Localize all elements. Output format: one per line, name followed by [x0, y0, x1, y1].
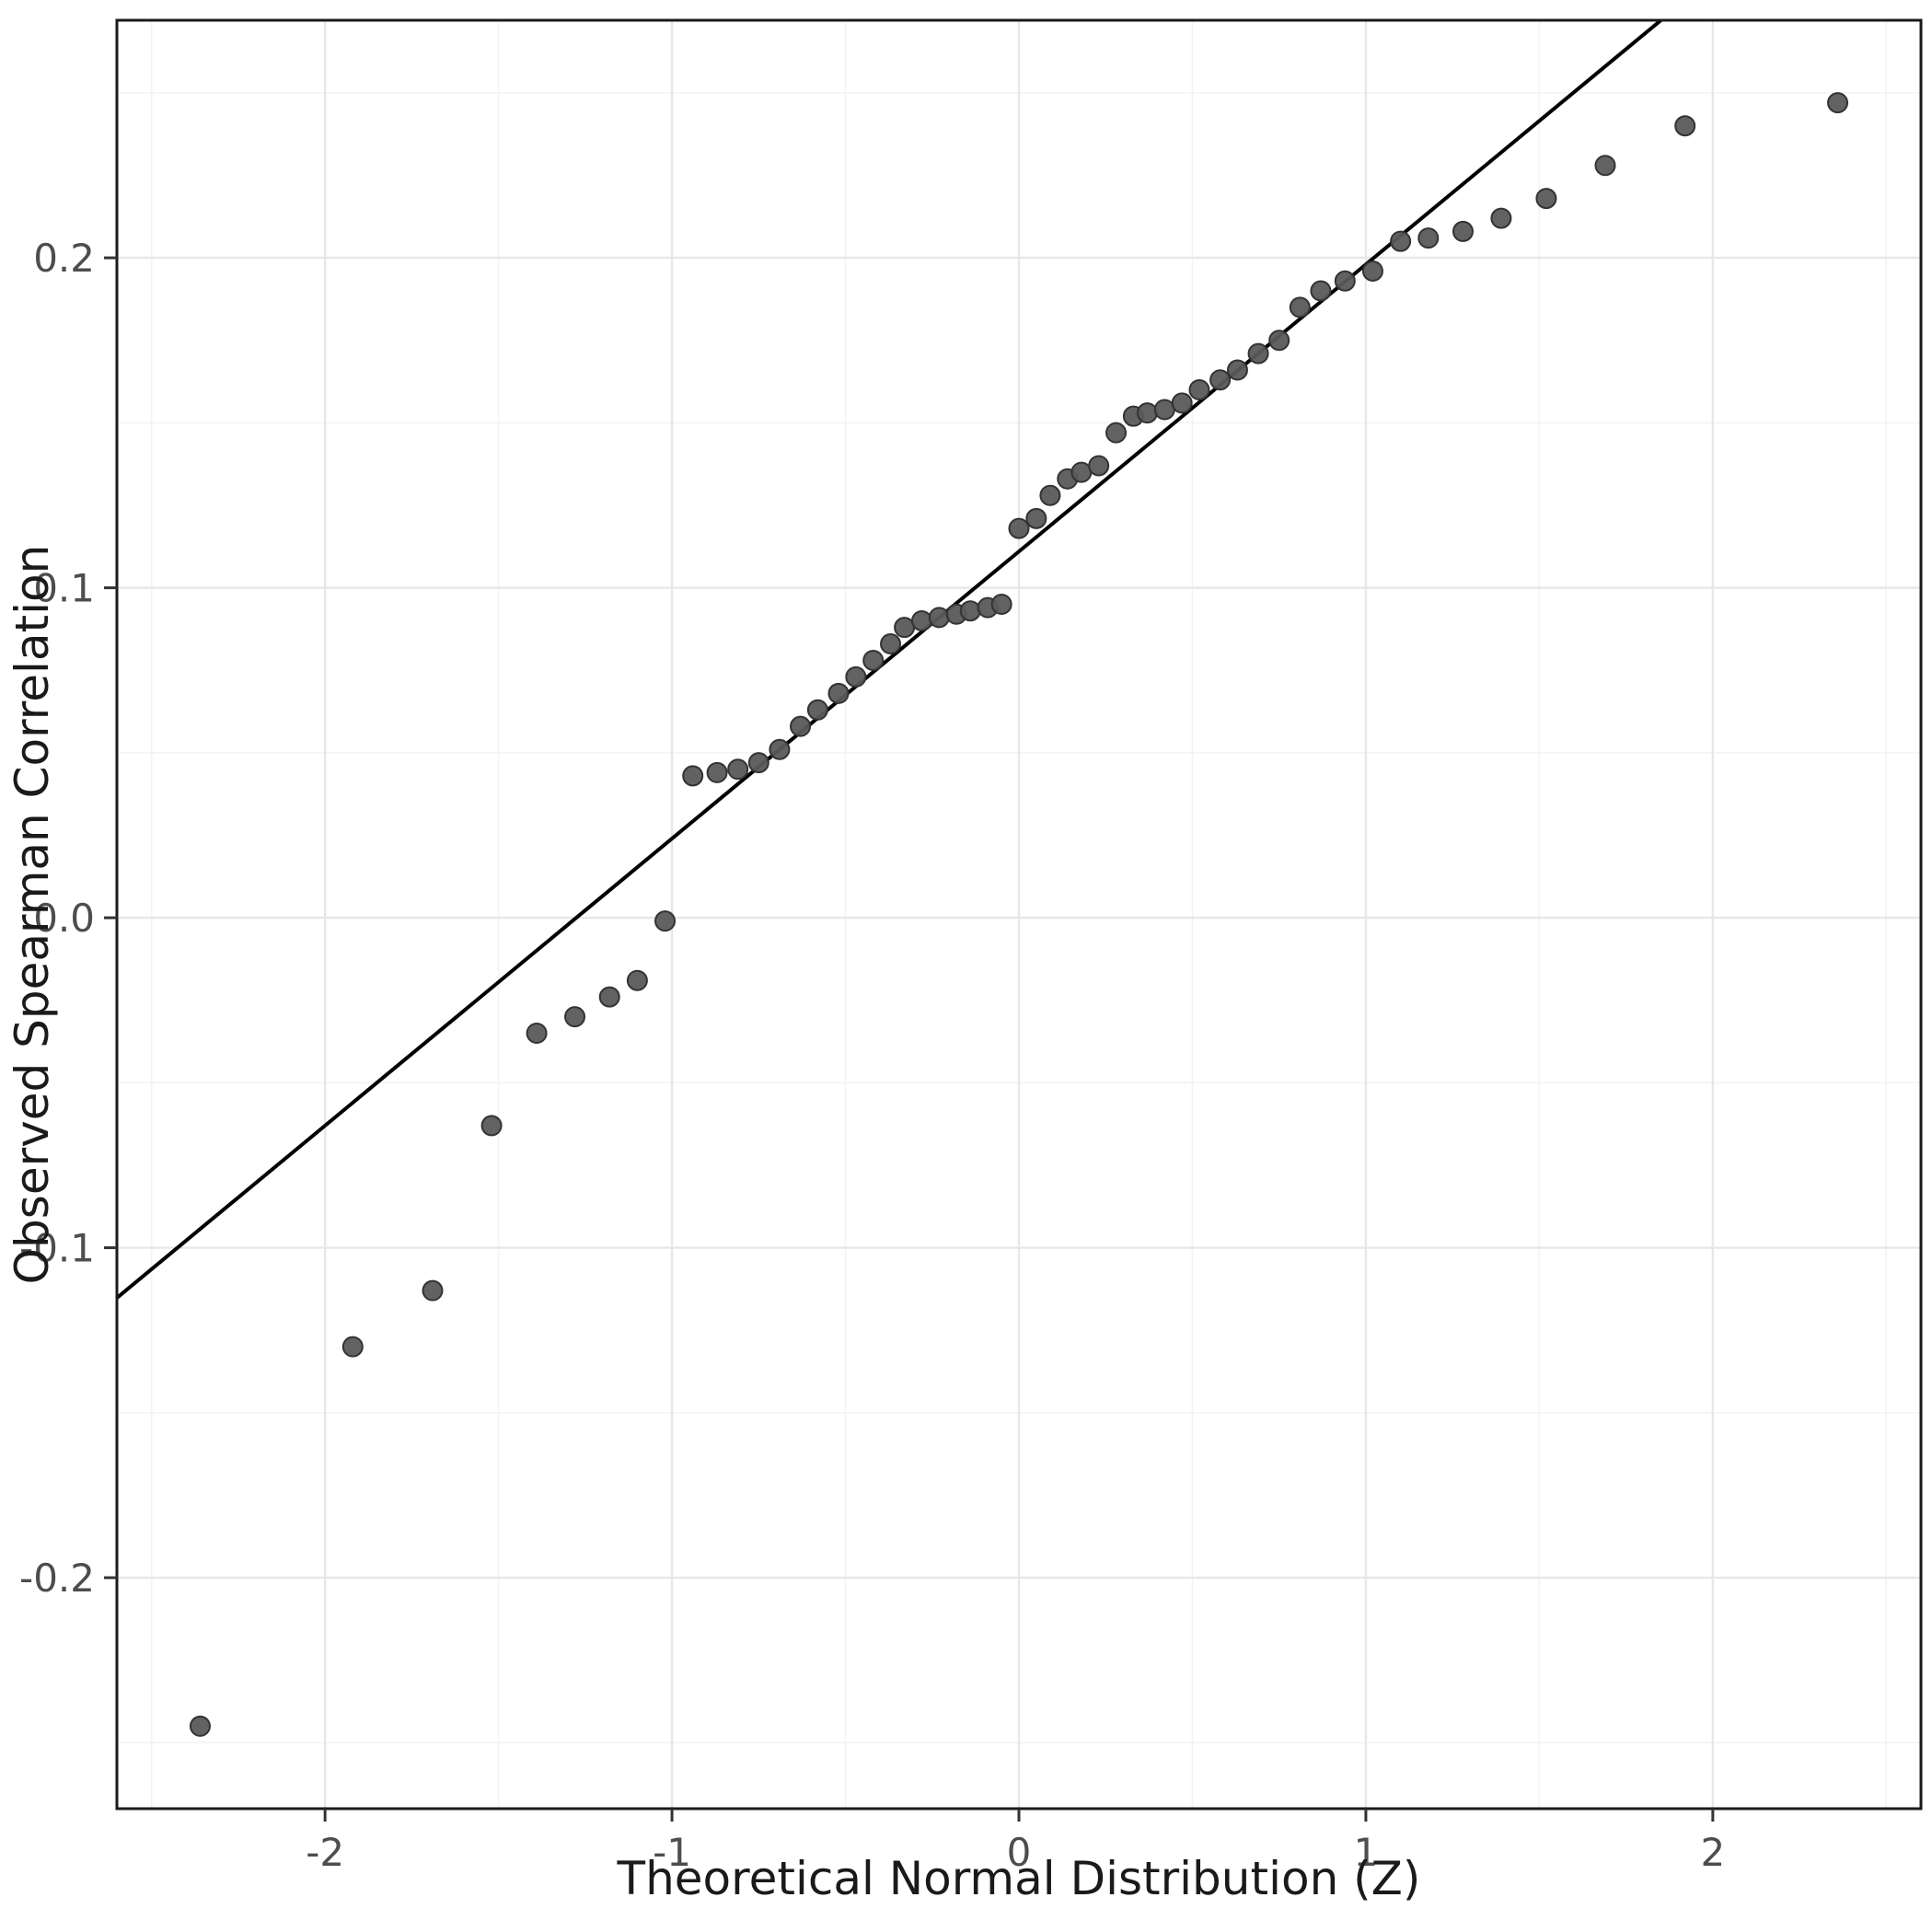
data-point — [1289, 296, 1311, 318]
data-point — [1136, 402, 1158, 424]
data-point — [1209, 369, 1232, 391]
data-point — [422, 1279, 444, 1301]
x-axis-title: Theoretical Normal Distribution (Z) — [617, 1852, 1421, 1905]
data-point — [1452, 220, 1474, 242]
data-point — [1417, 227, 1440, 249]
data-point — [1310, 280, 1332, 302]
data-point — [1390, 230, 1412, 252]
axis-tick-marks — [104, 256, 1715, 1822]
data-point — [189, 1715, 211, 1737]
data-point — [827, 682, 850, 704]
data-point — [706, 761, 728, 783]
y-axis-tick-label: -0.1 — [19, 1226, 95, 1271]
data-point — [790, 715, 812, 737]
x-axis-tick-label: -1 — [653, 1830, 691, 1875]
data-point — [928, 607, 950, 629]
data-point — [806, 699, 828, 721]
data-point — [1088, 455, 1110, 477]
data-point — [526, 1023, 548, 1045]
data-point — [598, 986, 620, 1008]
x-axis-tick-label: -2 — [306, 1830, 344, 1875]
data-point — [1247, 342, 1269, 364]
data-point — [862, 649, 885, 671]
data-point — [1268, 330, 1290, 352]
y-axis-tick-label: 0.2 — [33, 236, 95, 281]
y-axis-title: Observed Spearman Correlation — [6, 545, 59, 1285]
data-point — [910, 609, 932, 631]
data-point — [682, 765, 704, 787]
data-point — [959, 600, 981, 622]
data-point — [1105, 422, 1128, 444]
data-point — [880, 633, 902, 655]
data-point — [1188, 379, 1210, 401]
y-axis-tick-label: 0.1 — [33, 566, 95, 611]
x-axis-tick-label: 2 — [1700, 1830, 1725, 1875]
data-point — [1334, 270, 1356, 292]
data-point — [990, 594, 1012, 616]
data-point — [845, 665, 867, 688]
data-point — [1674, 115, 1696, 137]
data-point — [1594, 155, 1616, 177]
data-point — [1025, 507, 1047, 529]
data-point — [769, 738, 791, 760]
qq-reference-line — [117, 20, 1664, 1300]
axis-tick-labels: -2 -1 0 1 2 -0.2 -0.1 0.0 0.1 0.2 — [19, 236, 1725, 1875]
data-point — [747, 752, 769, 774]
data-point — [480, 1115, 503, 1137]
x-axis-tick-label: 0 — [1007, 1830, 1032, 1875]
data-point — [1827, 92, 1849, 114]
data-point — [626, 969, 648, 991]
data-point — [654, 910, 677, 932]
data-point — [1008, 517, 1030, 539]
data-point — [564, 1006, 586, 1028]
data-point — [1171, 392, 1193, 414]
data-point — [1490, 207, 1512, 229]
y-axis-tick-label: -0.2 — [19, 1556, 95, 1601]
data-point — [1226, 359, 1248, 381]
data-point — [1535, 188, 1557, 210]
x-axis-tick-label: 1 — [1354, 1830, 1379, 1875]
data-point — [727, 758, 749, 781]
data-point — [1039, 484, 1061, 506]
data-point — [341, 1336, 364, 1358]
y-axis-tick-label: 0.0 — [33, 896, 95, 941]
data-point — [1361, 260, 1383, 282]
